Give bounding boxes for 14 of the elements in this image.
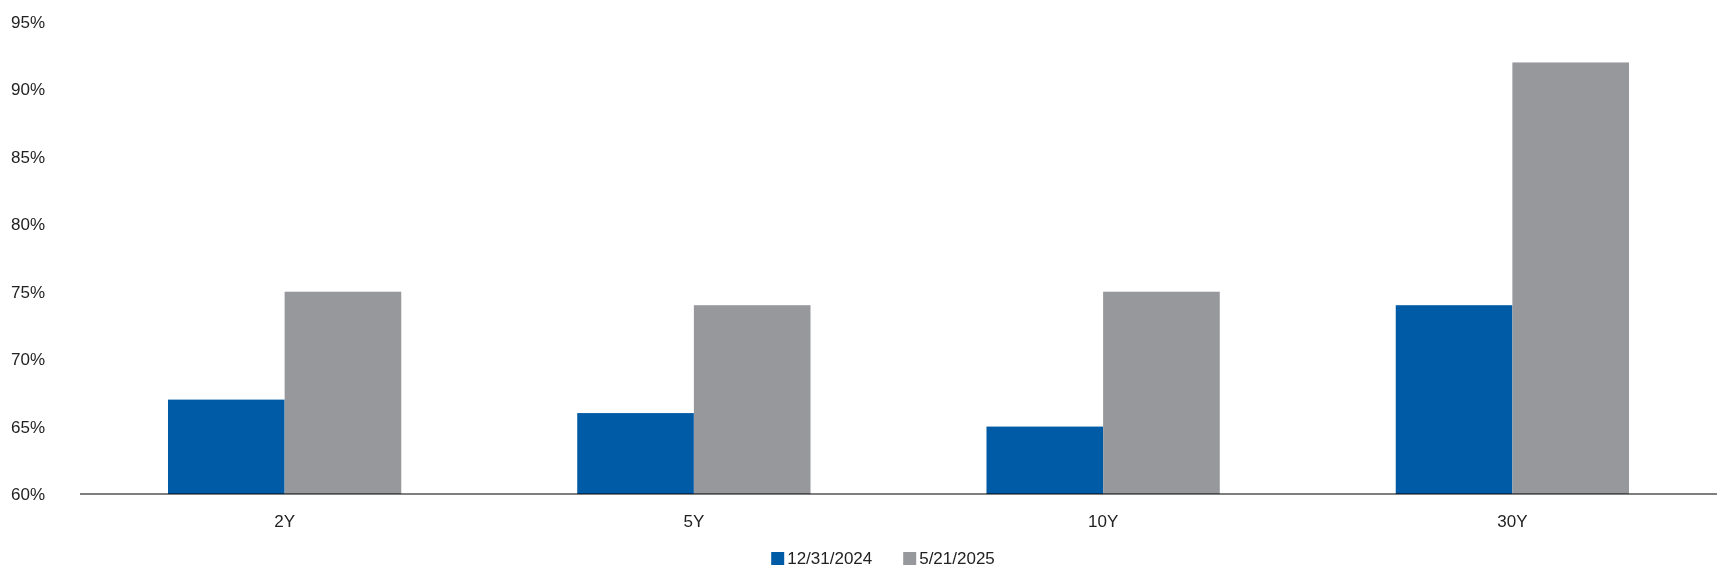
- y-tick-label: 80%: [11, 215, 46, 235]
- x-tick-label: 30Y: [1497, 512, 1528, 531]
- legend-label: 12/31/2024: [787, 549, 873, 568]
- x-tick-label: 5Y: [683, 512, 705, 531]
- y-tick-label: 60%: [11, 484, 46, 504]
- x-tick-label: 2Y: [274, 512, 296, 531]
- y-tick-label: 70%: [11, 350, 46, 370]
- y-tick-label: 85%: [11, 147, 46, 167]
- y-tick-label: 65%: [11, 417, 46, 437]
- y-tick-label: 90%: [11, 80, 46, 100]
- x-tick-label: 10Y: [1088, 512, 1119, 531]
- y-tick-label: 95%: [11, 12, 46, 32]
- y-tick-label: 75%: [11, 282, 46, 302]
- legend-label: 5/21/2025: [919, 549, 995, 568]
